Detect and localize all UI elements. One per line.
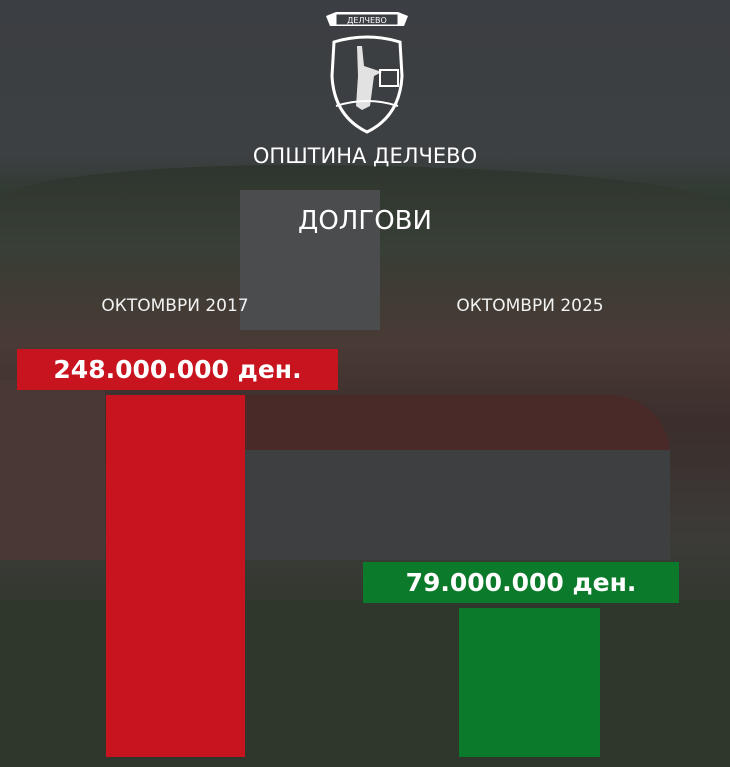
background-building [245,450,670,560]
logo-text: ДЕЛЧЕВО [347,16,387,25]
background-building-left [0,380,105,560]
category-label-2017: ОКТОМВРИ 2017 [101,296,249,316]
background-roof [240,395,670,455]
bar-2025 [459,608,600,757]
bar-2017 [106,395,245,757]
background-tower [240,190,380,330]
municipality-name: ОПШТИНА ДЕЛЧЕВО [252,144,478,168]
data-label-2025: 79.000.000 ден. [363,562,679,603]
category-label-2025: ОКТОМВРИ 2025 [456,296,604,316]
chart-title: ДОЛГОВИ [298,206,432,236]
municipality-coat-of-arms-logo: ДЕЛЧЕВО [326,12,408,134]
data-label-2017: 248.000.000 ден. [17,349,338,390]
